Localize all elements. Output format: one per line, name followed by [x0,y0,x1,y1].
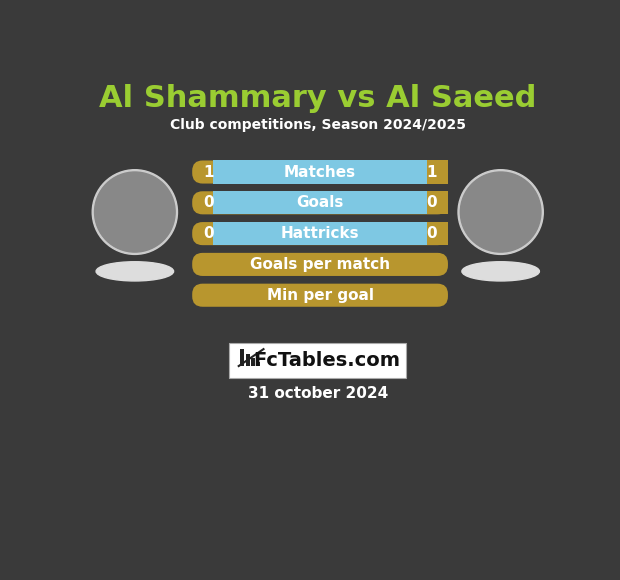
Text: Min per goal: Min per goal [267,288,374,303]
FancyBboxPatch shape [425,161,448,183]
Text: 0: 0 [203,226,214,241]
FancyBboxPatch shape [257,362,260,366]
Text: 0: 0 [427,195,437,211]
FancyBboxPatch shape [241,349,244,366]
Circle shape [458,170,543,255]
FancyBboxPatch shape [192,253,448,276]
Circle shape [460,172,541,252]
FancyBboxPatch shape [213,191,427,215]
FancyBboxPatch shape [425,222,448,245]
FancyBboxPatch shape [213,222,427,245]
Ellipse shape [96,262,174,281]
FancyBboxPatch shape [213,222,427,245]
Text: FcTables.com: FcTables.com [254,351,401,370]
Text: Hattricks: Hattricks [281,226,360,241]
FancyBboxPatch shape [213,161,427,183]
FancyBboxPatch shape [192,191,448,215]
FancyBboxPatch shape [246,354,249,366]
FancyBboxPatch shape [192,161,448,183]
Ellipse shape [462,262,539,281]
Text: Club competitions, Season 2024/2025: Club competitions, Season 2024/2025 [170,118,466,132]
Text: Goals: Goals [296,195,343,211]
FancyBboxPatch shape [213,191,427,215]
Text: Matches: Matches [284,165,356,180]
Circle shape [92,170,177,255]
FancyBboxPatch shape [192,284,448,307]
FancyBboxPatch shape [229,343,406,378]
Circle shape [94,172,175,252]
FancyBboxPatch shape [425,191,448,215]
Text: 0: 0 [203,195,214,211]
Text: Goals per match: Goals per match [250,257,390,272]
FancyBboxPatch shape [192,222,448,245]
Text: 31 october 2024: 31 october 2024 [247,386,388,401]
Text: 1: 1 [203,165,214,180]
FancyBboxPatch shape [213,161,427,183]
Text: Al Shammary vs Al Saeed: Al Shammary vs Al Saeed [99,84,536,113]
Text: 1: 1 [427,165,437,180]
FancyBboxPatch shape [251,358,255,366]
Text: 0: 0 [427,226,437,241]
